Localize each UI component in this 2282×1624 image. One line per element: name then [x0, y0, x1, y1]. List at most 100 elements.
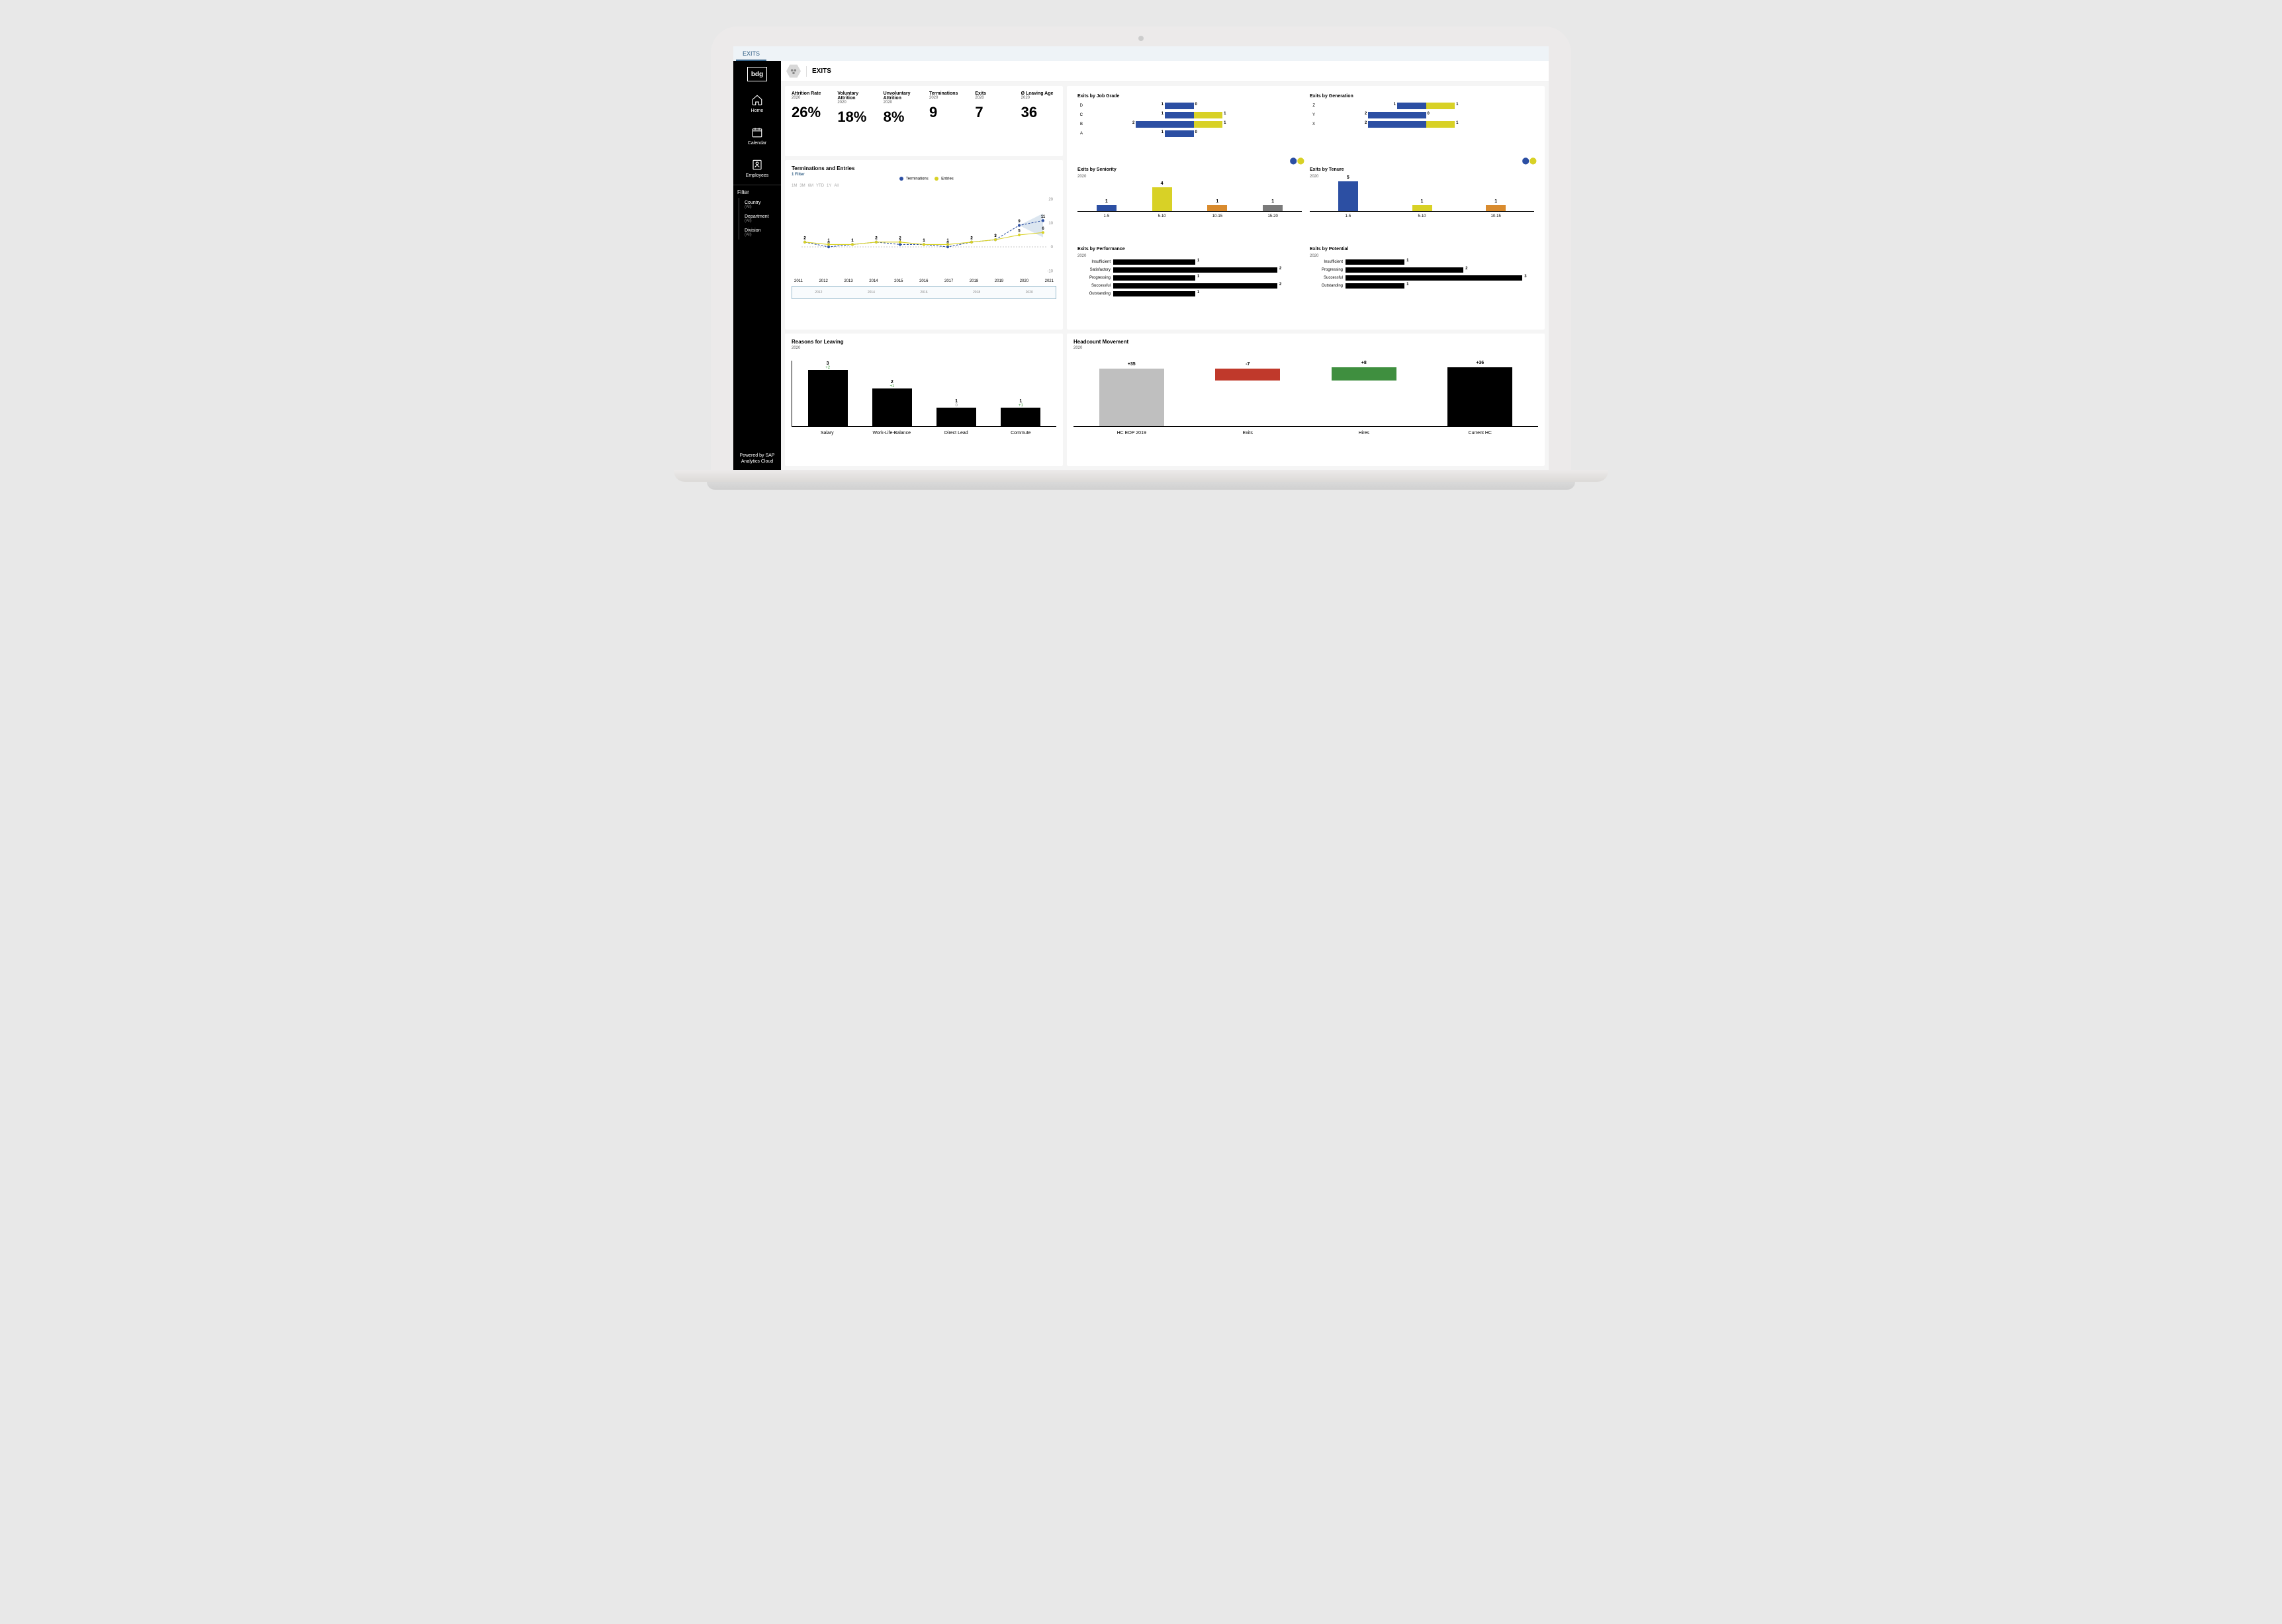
filter-department[interactable]: Department (All) — [739, 212, 777, 226]
year-label: 2011 — [794, 279, 803, 283]
filter-title: Filter — [737, 189, 777, 195]
chart-year: 2020 — [1073, 346, 1538, 350]
value-label: 2 — [1132, 121, 1134, 125]
time-range-selector[interactable]: 1M3M6MYTD1YAll — [792, 184, 1056, 188]
kpi-card: Attrition Rate 2020 26% Voluntary Attriti… — [785, 86, 1063, 156]
year-label: 2016 — [919, 279, 928, 283]
category-label: 5-10 — [1138, 214, 1186, 218]
filter-sub: (All) — [745, 233, 777, 237]
time-range-option[interactable]: All — [834, 184, 839, 188]
time-scrubber[interactable]: 20122014201620182020 — [792, 286, 1056, 299]
category-label: 15-20 — [1249, 214, 1297, 218]
bar — [1113, 283, 1277, 289]
filter-label: Country — [745, 201, 777, 205]
kpi-value: 26% — [792, 104, 827, 121]
category-label: Hires — [1306, 431, 1422, 435]
value-label: 1 — [1394, 103, 1396, 107]
year-label: 2017 — [944, 279, 953, 283]
gender-legend: ⬤⬤ — [1290, 158, 1304, 165]
powered-by: Powered by SAP Analytics Cloud — [733, 447, 781, 470]
time-range-option[interactable]: 1M — [792, 184, 797, 188]
filter-section: Filter Country (All) Department (All) Di… — [733, 185, 781, 244]
svg-text:2: 2 — [875, 236, 878, 240]
bar-left — [1165, 103, 1194, 109]
kpi-year: 2020 — [1021, 96, 1056, 100]
kpi-label: Ø Leaving Age — [1021, 91, 1056, 96]
time-range-option[interactable]: 3M — [799, 184, 805, 188]
svg-text:1: 1 — [923, 238, 925, 243]
nav-calendar[interactable]: Calendar — [733, 120, 781, 152]
svg-text:1: 1 — [946, 238, 949, 243]
value-label: 0 — [1428, 112, 1430, 116]
bar — [808, 370, 848, 426]
nav-label: Calendar — [748, 141, 766, 146]
bar — [1338, 181, 1358, 211]
chart-performance: Exits by Performance 2020 Insufficient 1… — [1073, 244, 1306, 324]
tab-exits[interactable]: EXITS — [736, 48, 766, 61]
year-label: 2018 — [970, 279, 978, 283]
bar-track: 1 0 — [1085, 130, 1302, 137]
value-label: 1 — [1406, 259, 1408, 263]
year-label: 2013 — [844, 279, 852, 283]
kpi: Voluntary Attrition 2020 18% — [837, 91, 872, 126]
value-label: -7 — [1246, 362, 1250, 367]
reasons-card: Reasons for Leaving 2020 3 +2 2 +1 1 0 1… — [785, 334, 1063, 466]
bar-track: 2 — [1346, 267, 1534, 273]
chart-job-grade: Exits by Job Grade D 1 0 C 1 1 B 2 1 A — [1073, 91, 1306, 165]
bar-left — [1368, 112, 1426, 118]
category-label: Work-Life-Balance — [870, 431, 915, 435]
bar-column: 2 +1 — [870, 380, 914, 426]
bar-track: 1 — [1113, 291, 1302, 296]
headcount-card: Headcount Movement 2020 +35-7+8+36HC EOP… — [1067, 334, 1545, 466]
x-axis: 1-55-1010-15 — [1310, 214, 1534, 218]
filter-division[interactable]: Division (All) — [739, 226, 777, 240]
bar-right — [1426, 121, 1455, 128]
bar — [1346, 267, 1463, 273]
category-label: Outstanding — [1310, 284, 1343, 288]
laptop-base — [707, 470, 1575, 490]
time-range-option[interactable]: YTD — [816, 184, 824, 188]
value-label: 0 — [1195, 130, 1197, 134]
filter-country[interactable]: Country (All) — [739, 198, 777, 212]
chart-title: Exits by Performance — [1077, 247, 1302, 251]
category-label: Current HC — [1422, 431, 1539, 435]
kpi-label: Unvoluntary Attrition — [884, 91, 919, 101]
bar-track: 2 — [1113, 283, 1302, 289]
legend-dot-entries — [935, 177, 938, 181]
value-label: 4 — [1161, 181, 1164, 186]
time-range-option[interactable]: 1Y — [827, 184, 831, 188]
category-label: Satisfactory — [1077, 268, 1111, 272]
camera-dot — [1138, 36, 1144, 41]
category-label: 1-5 — [1315, 214, 1381, 218]
kpi-year: 2020 — [929, 96, 964, 100]
vbar-col: 1 — [1389, 199, 1455, 211]
value-label: 1 — [1162, 103, 1164, 107]
nav-employees[interactable]: Employees — [733, 152, 781, 185]
category-label: Salary — [805, 431, 850, 435]
value-label: 2 — [1365, 121, 1367, 125]
scrub-tick: 2014 — [868, 291, 875, 294]
hbar-row: Insufficient 1 — [1310, 258, 1534, 266]
hbar-row: Successful 2 — [1077, 282, 1302, 290]
category-label: Outstanding — [1077, 292, 1111, 296]
gender-legend: ⬤⬤ — [1522, 158, 1537, 165]
category-label: Y — [1310, 113, 1318, 117]
bar-column: 1 0 — [935, 399, 979, 426]
filter-label: Department — [745, 214, 777, 219]
line-legend: Terminations Entries — [792, 177, 1056, 181]
logo[interactable]: bdg — [733, 61, 781, 87]
vbar-col: 1 — [1194, 199, 1242, 211]
bar — [1001, 408, 1040, 426]
bar — [936, 408, 976, 426]
time-range-option[interactable]: 6M — [808, 184, 813, 188]
nav-home[interactable]: Home — [733, 87, 781, 120]
kpi-label: Attrition Rate — [792, 91, 827, 96]
year-label: 2014 — [869, 279, 878, 283]
value-label: 1 — [1224, 112, 1226, 116]
diverging-row: D 1 0 — [1077, 101, 1302, 111]
terminations-entries-card: Terminations and Entries 1 Filter Termin… — [785, 160, 1063, 330]
category-label: Commute — [999, 431, 1044, 435]
bar — [1113, 259, 1195, 265]
kpi: Ø Leaving Age 2020 36 — [1021, 91, 1056, 126]
kpi-year: 2020 — [884, 101, 919, 105]
